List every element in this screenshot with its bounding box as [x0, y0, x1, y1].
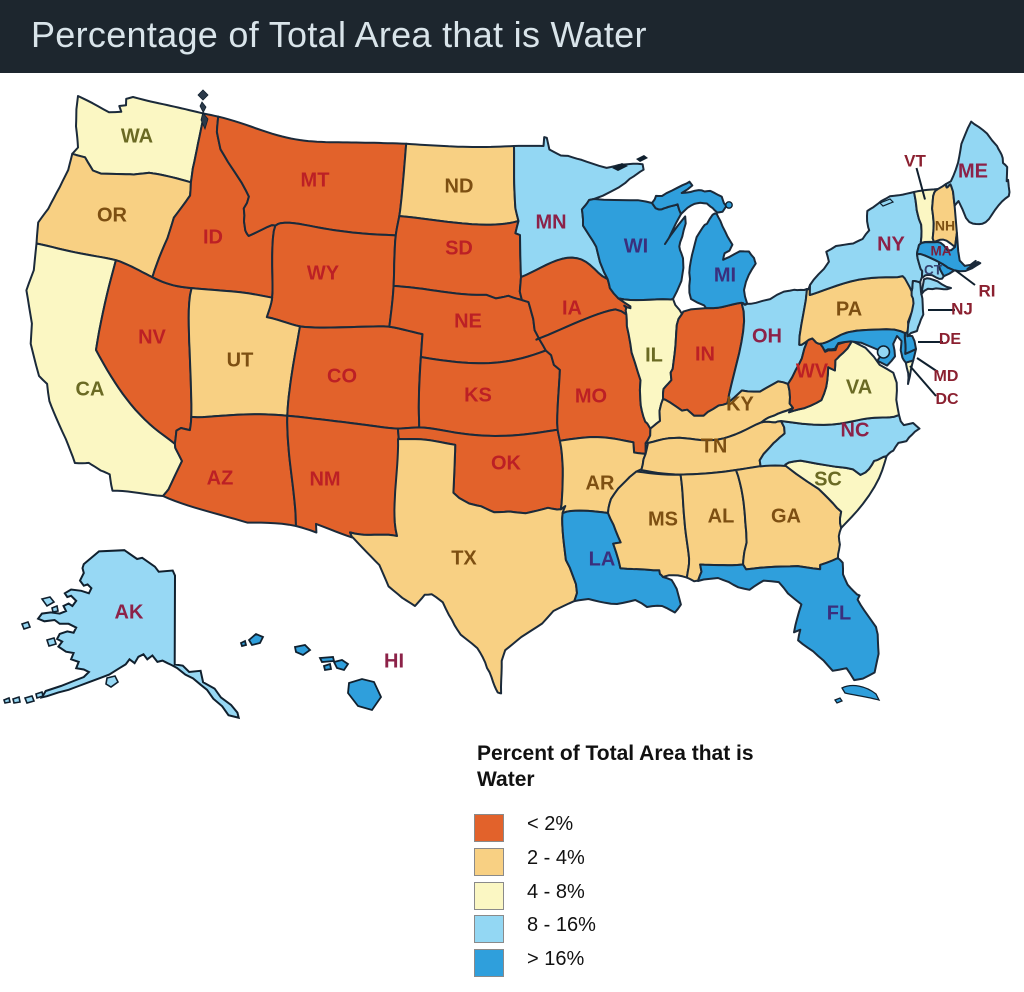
svg-text:WI: WI	[624, 235, 648, 257]
svg-text:MS: MS	[648, 508, 678, 530]
svg-text:SC: SC	[814, 468, 842, 490]
svg-text:LA: LA	[589, 548, 616, 570]
svg-text:MD: MD	[934, 368, 959, 385]
svg-text:WY: WY	[307, 262, 340, 284]
svg-text:HI: HI	[384, 650, 404, 672]
svg-text:RI: RI	[979, 281, 996, 300]
svg-text:PA: PA	[836, 298, 862, 320]
svg-text:OK: OK	[491, 452, 522, 474]
svg-text:WA: WA	[121, 125, 153, 147]
svg-text:TX: TX	[451, 547, 477, 569]
svg-text:ID: ID	[203, 226, 223, 248]
svg-text:NE: NE	[454, 310, 482, 332]
svg-text:CT: CT	[924, 263, 943, 278]
svg-text:AZ: AZ	[207, 467, 234, 489]
svg-text:MO: MO	[575, 385, 607, 407]
svg-text:FL: FL	[827, 602, 851, 624]
svg-text:VA: VA	[846, 376, 872, 398]
svg-text:OR: OR	[97, 204, 128, 226]
svg-text:MT: MT	[301, 169, 330, 191]
svg-text:NJ: NJ	[951, 299, 973, 318]
svg-text:AK: AK	[115, 601, 144, 623]
svg-text:GA: GA	[771, 505, 801, 527]
svg-text:TN: TN	[701, 435, 728, 457]
svg-text:DE: DE	[939, 331, 962, 348]
svg-text:NM: NM	[309, 468, 340, 490]
svg-text:IA: IA	[562, 297, 582, 319]
svg-text:NV: NV	[138, 326, 166, 348]
svg-text:IL: IL	[645, 344, 663, 366]
svg-text:DC: DC	[935, 391, 959, 408]
svg-text:ND: ND	[445, 175, 474, 197]
svg-text:CA: CA	[76, 378, 105, 400]
svg-text:VT: VT	[904, 151, 926, 170]
svg-text:AL: AL	[708, 505, 735, 527]
svg-text:OH: OH	[752, 325, 782, 347]
svg-text:KY: KY	[726, 393, 754, 415]
svg-text:MN: MN	[535, 211, 566, 233]
svg-text:WV: WV	[796, 360, 829, 382]
svg-text:ME: ME	[958, 160, 988, 182]
svg-text:CO: CO	[327, 365, 357, 387]
svg-text:NH: NH	[935, 218, 955, 234]
svg-text:MI: MI	[714, 264, 736, 286]
svg-text:NC: NC	[841, 419, 870, 441]
svg-text:KS: KS	[464, 384, 492, 406]
svg-text:AR: AR	[586, 472, 615, 494]
svg-text:IN: IN	[695, 343, 715, 365]
svg-text:MA: MA	[931, 244, 952, 259]
svg-text:UT: UT	[227, 349, 254, 371]
svg-text:NY: NY	[877, 233, 905, 255]
svg-text:SD: SD	[445, 237, 473, 259]
